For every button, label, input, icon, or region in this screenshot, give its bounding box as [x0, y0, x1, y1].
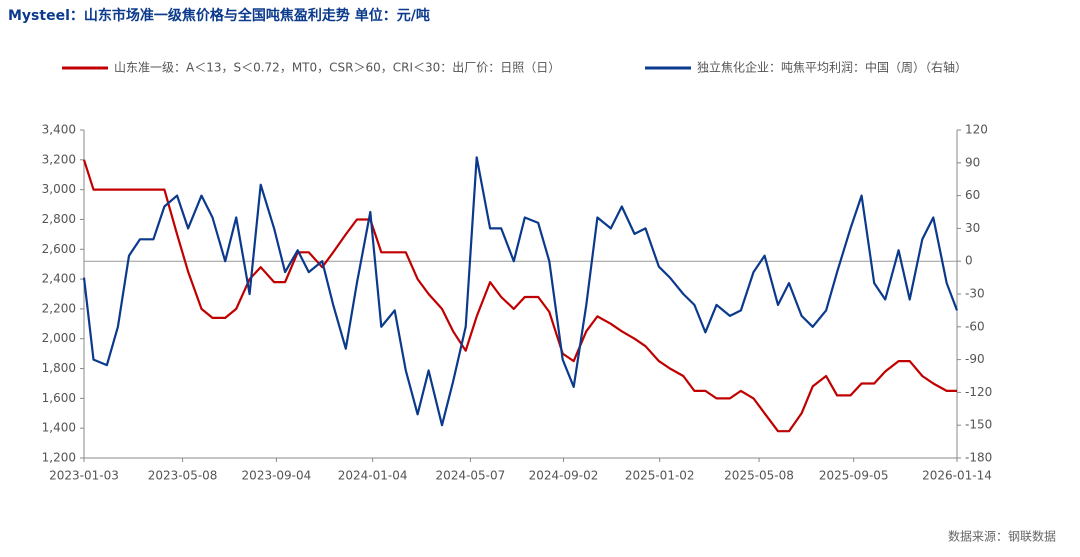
y2-tick-label: 60	[965, 188, 980, 202]
y-tick-label: 3,400	[42, 123, 76, 137]
y-tick-label: 2,400	[42, 272, 76, 286]
x-tick-label: 2023-09-04	[242, 469, 312, 483]
y-tick-label: 1,800	[42, 361, 76, 375]
y2-tick-label: -90	[965, 352, 985, 366]
y2-tick-label: -120	[965, 385, 992, 399]
x-tick-label: 2025-09-05	[819, 469, 889, 483]
y-tick-label: 2,200	[42, 301, 76, 315]
y-tick-label: 2,800	[42, 212, 76, 226]
source: 数据来源：钢联数据	[948, 529, 1056, 544]
x-tick-label: 2023-01-03	[49, 469, 119, 483]
chart-title: Mysteel：山东市场准一级焦价格与全国吨焦盈利走势 单位：元/吨	[8, 7, 430, 24]
series-line	[82, 159, 957, 433]
y2-tick-label: 90	[965, 155, 980, 169]
y-tick-label: 1,200	[42, 451, 76, 465]
x-tick-label: 2024-09-02	[529, 469, 599, 483]
y2-tick-label: -180	[965, 451, 992, 465]
y2-tick-label: -30	[965, 287, 985, 301]
y2-tick-label: -60	[965, 319, 985, 333]
x-tick-label: 2025-05-08	[724, 469, 794, 483]
y-tick-label: 1,600	[42, 391, 76, 405]
y2-tick-label: -150	[965, 418, 992, 432]
y-tick-label: 2,000	[42, 331, 76, 345]
x-tick-label: 2025-01-02	[625, 469, 695, 483]
series-line	[82, 156, 959, 427]
x-tick-label: 2024-05-07	[436, 469, 506, 483]
x-tick-label: 2024-01-04	[338, 469, 408, 483]
y-tick-label: 2,600	[42, 242, 76, 256]
y-tick-label: 1,400	[42, 421, 76, 435]
y2-tick-label: 30	[965, 221, 980, 235]
y-tick-label: 3,200	[42, 152, 76, 166]
x-tick-label: 2023-05-08	[148, 469, 218, 483]
x-tick-label: 2026-01-14	[922, 469, 992, 483]
legend-label: 独立焦化企业：吨焦平均利润：中国（周）（右轴）	[697, 60, 967, 75]
y2-tick-label: 120	[965, 123, 988, 137]
y-tick-label: 3,000	[42, 182, 76, 196]
y2-tick-label: 0	[965, 254, 973, 268]
legend-label: 山东准一级：A＜13，S＜0.72，MT0，CSR＞60，CRI＜30：出厂价：…	[114, 61, 560, 75]
